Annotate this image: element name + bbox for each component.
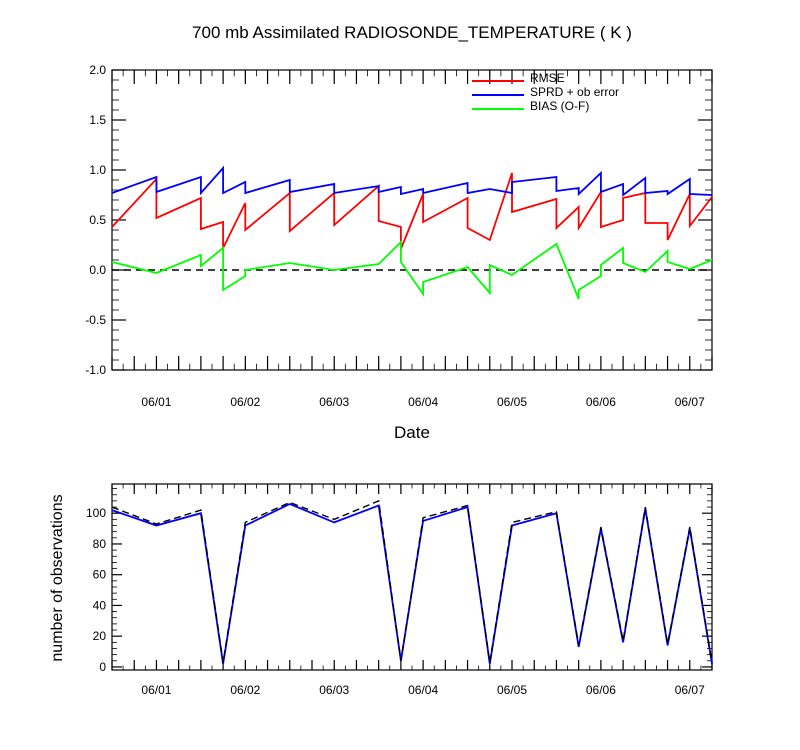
y-axis-title: number of observations: [49, 494, 66, 661]
y-tick-label: 40: [93, 598, 107, 612]
y-tick-label: 2.0: [89, 63, 106, 77]
x-tick-label: 06/03: [319, 683, 349, 697]
y-tick-label: 0.0: [89, 263, 106, 277]
y-tick-label: 60: [93, 568, 107, 582]
series-possible-line: [111, 499, 713, 663]
x-tick-label: 06/02: [230, 683, 260, 697]
series-rmse-line: [111, 172, 713, 250]
series-bias-o-f-line: [111, 239, 713, 300]
x-tick-label: 06/07: [675, 395, 705, 409]
x-axis-title: Date: [394, 423, 430, 442]
x-tick-label: 06/01: [141, 683, 171, 697]
y-tick-label: 80: [93, 537, 107, 551]
chart-title: 700 mb Assimilated RADIOSONDE_TEMPERATUR…: [192, 23, 632, 42]
plot-frame: [111, 483, 713, 671]
y-tick-label: 0.5: [89, 213, 106, 227]
x-tick-label: 06/04: [408, 683, 438, 697]
bottom-panel: 06/01 06/02 06/03 06/04 06/05 06/06 06/07 100 80…: [86, 483, 713, 697]
legend-label: SPRD + ob error: [530, 85, 619, 99]
series-used-line: [111, 503, 713, 665]
x-tick-label: 06/06: [586, 683, 616, 697]
y-tick-label: 20: [93, 629, 107, 643]
x-tick-label: 06/01: [141, 395, 171, 409]
y-tick-label: 100: [86, 506, 106, 520]
x-tick-label: 06/05: [497, 395, 527, 409]
series-sprd-ob-error-line: [111, 165, 713, 197]
top-panel: 06/01 06/02 06/03 06/04 06/05 06/06 06/07 2.0 1.…: [85, 63, 713, 409]
x-tick-label: 06/04: [408, 395, 438, 409]
x-tick-label: 06/05: [497, 683, 527, 697]
y-tick-label: 1.5: [89, 113, 106, 127]
legend-label: RMSE: [530, 71, 565, 85]
x-tick-label: 06/07: [675, 683, 705, 697]
y-tick-label: 1.0: [89, 163, 106, 177]
legend-label: BIAS (O-F): [530, 99, 589, 113]
y-tick-label: -0.5: [85, 313, 106, 327]
y-tick-label: 0: [99, 660, 106, 674]
x-tick-label: 06/02: [230, 395, 260, 409]
y-tick-label: -1.0: [85, 363, 106, 377]
x-tick-label: 06/06: [586, 395, 616, 409]
x-tick-label: 06/03: [319, 395, 349, 409]
